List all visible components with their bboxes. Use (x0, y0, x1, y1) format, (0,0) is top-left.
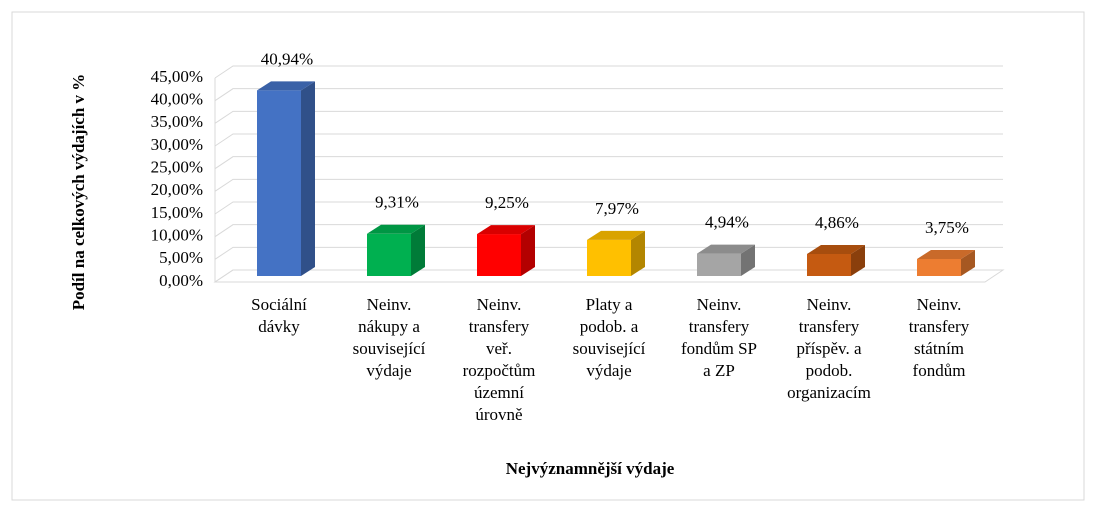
bar (697, 253, 741, 276)
x-tick-label: nákupy a (358, 317, 420, 336)
x-tick-label: rozpočtům (463, 361, 536, 380)
bar (477, 234, 521, 276)
bar-side (301, 81, 315, 276)
x-tick-label: transfery (799, 317, 860, 336)
x-tick-label: Neinv. (807, 295, 852, 314)
x-tick-label: Sociální (251, 295, 307, 314)
x-tick-label: dávky (258, 317, 300, 336)
x-tick-label: fondům (913, 361, 966, 380)
bar (807, 253, 851, 276)
x-tick-label: transfery (689, 317, 750, 336)
bar-side (851, 244, 865, 276)
y-tick-label: 10,00% (151, 226, 203, 245)
bar (587, 239, 631, 276)
bar-side (961, 250, 975, 276)
bar-top (367, 224, 425, 234)
y-tick-label: 45,00% (151, 67, 203, 86)
x-tick-label: transfery (909, 317, 970, 336)
x-tick-label: výdaje (366, 361, 411, 380)
bar-side (521, 225, 535, 276)
value-label: 9,25% (485, 193, 529, 212)
x-tick-label: podob. (806, 361, 853, 380)
bar-side (741, 244, 755, 276)
chart-frame (11, 11, 1085, 501)
x-tick-label: Neinv. (697, 295, 742, 314)
y-tick-label: 15,00% (151, 203, 203, 222)
bar-top (257, 81, 315, 91)
value-label: 3,75% (925, 218, 969, 237)
x-tick-label: související (573, 339, 646, 358)
y-tick-label: 30,00% (151, 135, 203, 154)
x-tick-label: veř. (486, 339, 512, 358)
x-tick-label: fondům SP (681, 339, 757, 358)
x-tick-label: příspěv. a (797, 339, 862, 358)
bar-top (917, 250, 975, 259)
grid-line (214, 156, 1003, 170)
bar-side (631, 230, 645, 276)
y-tick-label: 0,00% (159, 271, 203, 290)
y-tick-label: 5,00% (159, 248, 203, 267)
y-tick-label: 20,00% (151, 180, 203, 199)
grid-line (214, 201, 1003, 215)
bar (367, 233, 411, 276)
bar-side (411, 224, 425, 276)
x-tick-label: Neinv. (367, 295, 412, 314)
value-label: 4,86% (815, 213, 859, 232)
x-axis-title: Nejvýznamnější výdaje (506, 459, 675, 478)
value-label: 7,97% (595, 199, 639, 218)
x-tick-label: Platy a (586, 295, 633, 314)
value-label: 40,94% (261, 49, 313, 68)
bar (917, 259, 961, 276)
y-tick-label: 40,00% (151, 90, 203, 109)
x-tick-label: transfery (469, 317, 530, 336)
value-label: 9,31% (375, 193, 419, 212)
y-axis-title: Podíl na celkových výdajích v % (69, 74, 88, 311)
x-tick-label: výdaje (586, 361, 631, 380)
grid-line (214, 110, 1003, 124)
x-tick-label: územní (474, 383, 524, 402)
x-tick-label: Neinv. (917, 295, 962, 314)
x-tick-label: organizacím (787, 383, 871, 402)
bar-top (477, 225, 535, 235)
grid-line (214, 133, 1003, 147)
grid-line (214, 65, 1003, 79)
x-tick-label: státním (914, 339, 964, 358)
bar-top (697, 244, 755, 254)
grid-line (214, 88, 1003, 102)
y-tick-label: 25,00% (151, 158, 203, 177)
y-tick-label: 35,00% (151, 112, 203, 131)
value-label: 4,94% (705, 213, 749, 232)
x-tick-label: podob. a (580, 317, 639, 336)
x-tick-label: související (353, 339, 426, 358)
x-tick-label: úrovně (475, 405, 522, 424)
grid-line (214, 178, 1003, 192)
x-tick-label: a ZP (703, 361, 735, 380)
bar (257, 90, 301, 276)
bar-top (807, 244, 865, 254)
grid-line (214, 224, 1003, 238)
bar-top (587, 230, 645, 240)
x-tick-label: Neinv. (477, 295, 522, 314)
